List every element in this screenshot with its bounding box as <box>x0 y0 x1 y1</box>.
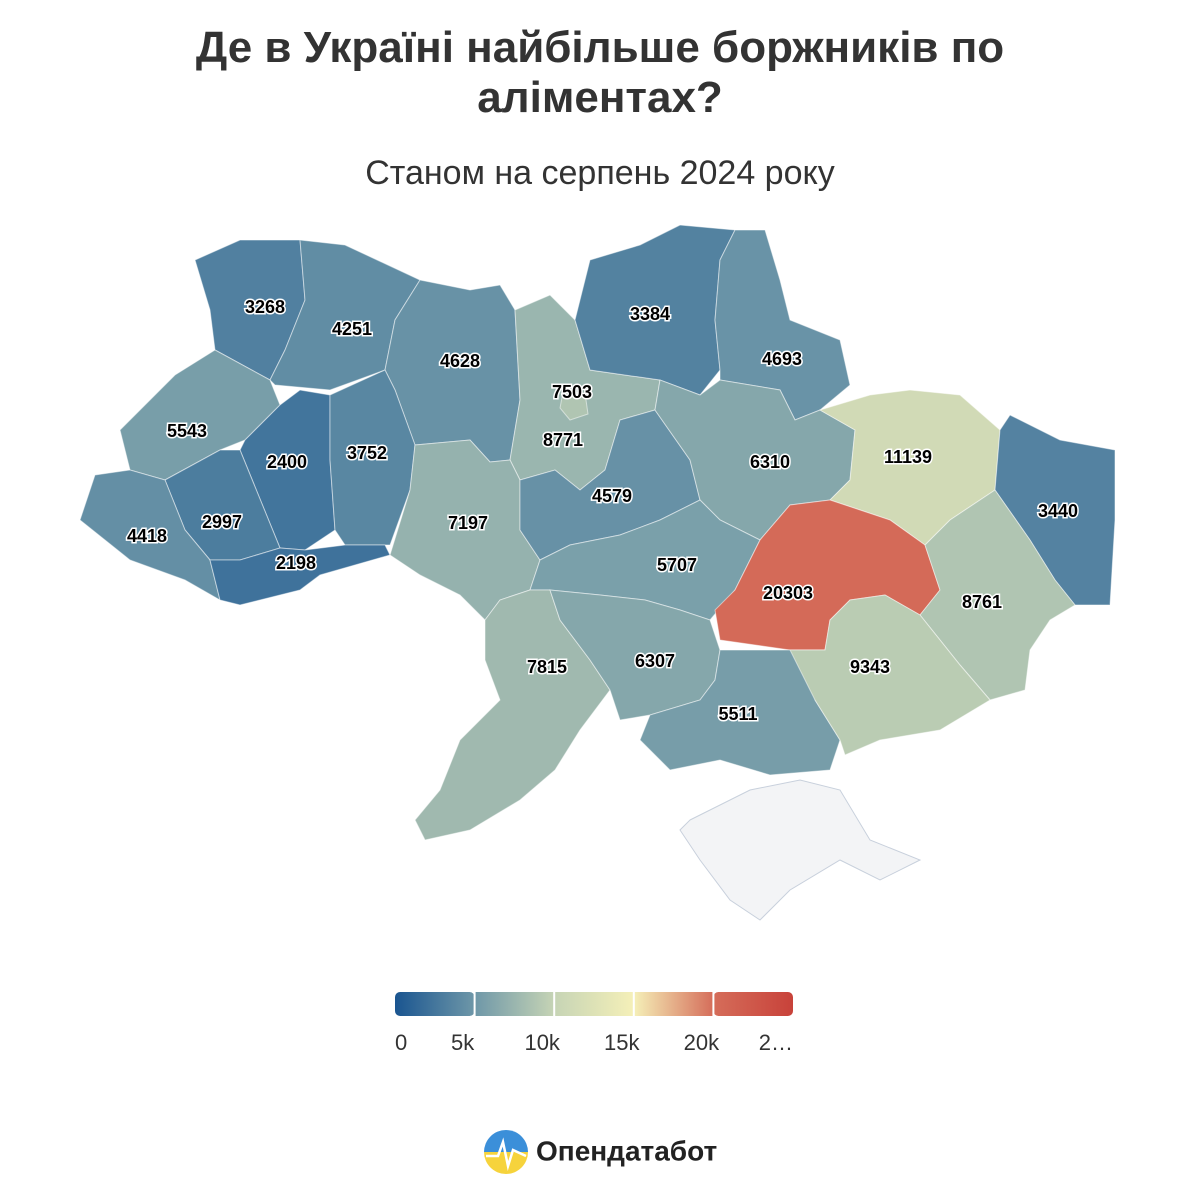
region-label: 3384 <box>630 304 670 324</box>
region-label: 5511 <box>718 704 757 724</box>
region-label: 3752 <box>347 443 387 463</box>
chart-title: Де в Україні найбільше боржників по аліме… <box>196 23 1004 122</box>
region-label: 2198 <box>276 553 316 573</box>
colorbar-tick-label: 10k <box>524 1030 560 1055</box>
region <box>329 369 416 546</box>
colorbar-segment <box>633 992 714 1016</box>
region-label: 6307 <box>635 651 675 671</box>
region-label: 4251 <box>332 319 372 339</box>
region-label: 7815 <box>527 657 567 677</box>
region-label: 20303 <box>763 583 813 603</box>
region <box>269 239 421 391</box>
colorbar-tick-label: 2… <box>759 1030 793 1055</box>
region-label: 4579 <box>592 486 632 506</box>
colorbar-segment <box>474 992 555 1016</box>
colorbar-tick-label: 15k <box>604 1030 640 1055</box>
region-label: 3440 <box>1038 501 1078 521</box>
region-label: 2997 <box>202 512 242 532</box>
colorbar-tick-label: 5k <box>451 1030 475 1055</box>
region <box>789 594 991 756</box>
region-no-data <box>679 779 922 921</box>
region-label: 9343 <box>850 657 890 677</box>
region-label: 5707 <box>657 555 697 575</box>
region-label: 3268 <box>245 297 285 317</box>
region-label: 8761 <box>962 592 1002 612</box>
colorbar-segment <box>554 992 634 1016</box>
region-label: 7197 <box>448 513 488 533</box>
region-label: 8771 <box>543 430 583 450</box>
brand: Опендатабот <box>536 1135 717 1166</box>
legend: 0 5k 10k 15k 20k 2… <box>395 992 793 1055</box>
region-label: 4418 <box>127 526 167 546</box>
logo-mark <box>486 1137 527 1171</box>
region-label: 7503 <box>552 382 592 402</box>
colorbar-tick-label: 0 <box>395 1030 407 1055</box>
region <box>414 589 611 841</box>
region-label: 4628 <box>440 351 480 371</box>
colorbar-segment <box>713 992 793 1016</box>
chart-subtitle: Станом на серпень 2024 року <box>365 154 835 192</box>
region-label: 2400 <box>267 452 307 472</box>
colorbar-tick-label: 20k <box>684 1030 720 1055</box>
region <box>239 389 336 551</box>
map: 3268 4251 4628 7503 8771 3384 4693 5543 2400 3752… <box>79 224 1116 921</box>
region-label: 11139 <box>884 447 932 467</box>
colorbar-segment <box>395 992 475 1016</box>
region <box>559 391 589 421</box>
region-label: 5543 <box>167 421 207 441</box>
region-label: 6310 <box>750 452 790 472</box>
region-label: 4693 <box>762 349 802 369</box>
region <box>209 544 391 606</box>
